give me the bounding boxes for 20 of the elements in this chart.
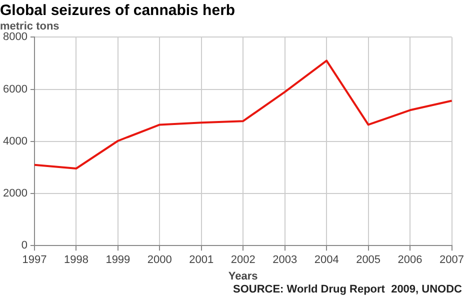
x-axis-title: Years	[228, 270, 258, 282]
x-tick-label: 2004	[314, 254, 339, 266]
x-tick-label: 1999	[106, 254, 130, 266]
y-tick-label: 2000	[2, 188, 28, 200]
y-tick-label: 6000	[2, 83, 28, 96]
x-tick-label: 2000	[147, 254, 172, 266]
y-tick-label: 8000	[2, 31, 28, 44]
source-note: SOURCE: World Drug Report 2009, UNODC	[233, 284, 462, 296]
y-tick-label: 4000	[2, 135, 28, 148]
chart-title: Global seizures of cannabis herb	[0, 2, 236, 20]
y-tick-label: 0	[21, 240, 28, 252]
x-tick-label: 2001	[189, 254, 214, 266]
x-tick-label: 1998	[64, 254, 88, 266]
chart-subtitle: metric tons	[0, 20, 60, 33]
x-tick-label: 2003	[272, 254, 298, 266]
x-tick-label: 2002	[230, 254, 256, 266]
x-tick-label: 2005	[356, 254, 381, 266]
x-tick-label: 1997	[22, 254, 47, 266]
x-tick-label: 2006	[398, 254, 422, 266]
x-tick-label: 2007	[440, 254, 464, 266]
